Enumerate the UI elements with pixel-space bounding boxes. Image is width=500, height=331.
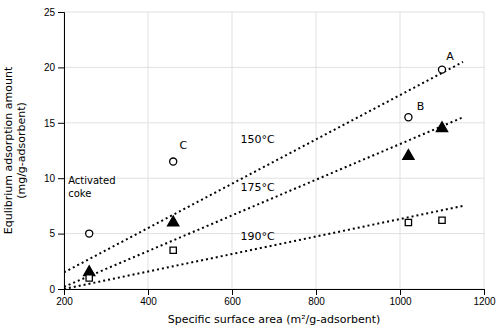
tick-mark [316,289,317,295]
grid-line-y [64,122,484,123]
annotation: C [180,139,188,152]
y-axis-title: Equlibrium adsorption amount(mg/g-adsorb… [2,66,28,234]
tick-label: 5 [49,228,55,239]
grid-line-x [484,12,485,289]
point [438,66,445,73]
x-axis-title: Specific surface area (m²/g-adsorbent) [168,313,381,326]
point [170,158,177,165]
tick: 0 [49,284,64,295]
tick-mark [148,289,149,295]
tick-label: 600 [224,296,241,307]
tick-mark [400,289,401,295]
annotations: 150°C 175°C 190°C A B C Activatedcoke [68,50,454,242]
tick: 20 [44,62,64,73]
grid-line-y [64,67,484,68]
tick: 10 [44,173,64,184]
point [170,247,176,253]
tick: 200 [56,289,73,307]
grid [64,12,484,289]
tick-label: 1000 [389,296,412,307]
tick: 15 [44,118,64,129]
tick-mark [58,234,64,235]
tick: 1000 [389,289,412,307]
tick-label: 1200 [473,296,496,307]
tick-mark [58,178,64,179]
axis-line [65,290,485,296]
tick-label: 0 [49,284,55,295]
grid-line-y [64,178,484,179]
grid-line-x [400,12,401,289]
trend-line [64,117,463,287]
grid-line-y [64,12,484,13]
tick-mark [232,289,233,295]
axis-line [58,13,65,290]
tick-label: 200 [56,296,73,307]
point [86,230,93,237]
point [168,216,179,226]
point [436,122,447,132]
tick: 600 [224,289,241,307]
tick-label: 25 [44,7,56,18]
chart: 200 400 600 800 1000 1200 0 5 10 15 20 25 Specific s… [0,0,500,331]
tick: 1200 [473,289,496,307]
tick-label: 800 [308,296,325,307]
grid-line-x [232,12,233,289]
point [403,150,414,160]
tick-label: 20 [44,62,56,73]
x-axis: 200 400 600 800 1000 1200 [56,289,496,307]
tick-label: 400 [140,296,157,307]
y-axis: 0 5 10 15 20 25 [44,7,65,295]
tick: 800 [308,289,325,307]
tick: 400 [140,289,157,307]
annotation: 150°C [240,133,274,146]
annotation: 190°C [240,230,274,243]
annotation: A [446,50,454,63]
plot-area [64,62,463,289]
annotation: Activatedcoke [68,175,115,199]
tick: 5 [49,228,64,239]
plot-root: 200 400 600 800 1000 1200 0 5 10 15 20 25 Specific s… [44,7,496,326]
tick-mark [58,67,64,68]
point [439,217,445,223]
tick-mark [58,12,64,13]
annotation: B [417,100,425,113]
tick-mark [58,289,64,290]
tick: 25 [44,7,64,18]
point [86,275,92,281]
tick-label: 10 [44,173,56,184]
trend-line [64,206,463,289]
tick-mark [484,289,485,295]
trend-line [64,62,463,273]
tick-label: 15 [44,118,56,129]
tick-mark [58,123,64,124]
annotation: 175°C [240,181,274,194]
point [405,114,412,121]
point [405,219,411,225]
grid-line-x [148,12,149,289]
grid-line-x [316,12,317,289]
